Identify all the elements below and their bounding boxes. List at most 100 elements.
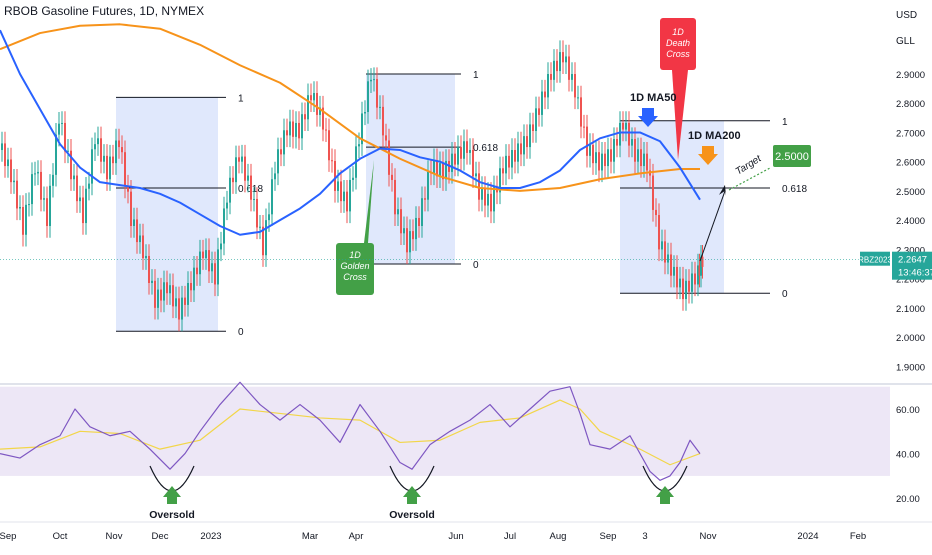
candle-body	[94, 144, 96, 150]
candle-body	[16, 180, 18, 209]
candle-body	[73, 175, 75, 180]
candle-body	[619, 122, 621, 146]
candle-body	[367, 81, 369, 112]
price-tag-countdown: 13:46:37	[898, 268, 932, 279]
candle-body	[217, 249, 219, 285]
candle-body	[532, 124, 534, 131]
candle-body	[148, 255, 150, 283]
candle-body	[97, 138, 99, 145]
candle-body	[127, 186, 129, 192]
candle-body	[46, 198, 48, 226]
candle-body	[595, 152, 597, 164]
candle-body	[598, 152, 600, 171]
candle-body	[406, 228, 408, 253]
candle-body	[31, 174, 33, 205]
candle-body	[391, 174, 393, 180]
candle-body	[487, 193, 489, 206]
candle-body	[241, 156, 243, 162]
candle-body	[160, 289, 162, 301]
candle-body	[235, 157, 237, 183]
candle-body	[697, 265, 699, 285]
candle-body	[382, 106, 384, 136]
candle-body	[589, 144, 591, 156]
candle-body	[694, 273, 696, 285]
price-tick-label: 2.8000	[896, 99, 925, 110]
candle-body	[295, 122, 297, 137]
candle-body	[698, 265, 701, 276]
projection-arrowhead	[719, 184, 726, 196]
candle-body	[178, 298, 180, 320]
candle-body	[493, 187, 495, 212]
candle-body	[655, 209, 657, 216]
candle-body	[631, 139, 633, 146]
candle-body	[22, 206, 24, 235]
time-tick-label: Feb	[850, 531, 866, 542]
candle-body	[571, 74, 573, 80]
fib-level-label: 0	[238, 327, 244, 338]
candle-body	[301, 114, 303, 139]
price-tick-label: 2.3000	[896, 245, 925, 256]
currency-button[interactable]: USD	[896, 10, 918, 21]
candle-body	[172, 285, 174, 307]
candle-body	[601, 153, 603, 171]
time-tick-label: Aug	[550, 531, 567, 542]
candle-body	[547, 74, 549, 98]
candle-body	[139, 235, 141, 243]
rsi-tick-label: 20.00	[896, 494, 920, 505]
candle-body	[535, 108, 537, 131]
candle-body	[526, 136, 528, 148]
candle-body	[358, 144, 360, 147]
candle-body	[133, 219, 135, 226]
candle-body	[481, 187, 483, 200]
death-cross-text: Cross	[666, 49, 690, 59]
time-tick-label: Jul	[504, 531, 516, 542]
price-tag	[892, 251, 932, 280]
candle-body	[676, 266, 678, 288]
candle-body	[397, 209, 399, 215]
candle-body	[37, 171, 39, 174]
ma50-arrow	[638, 108, 658, 127]
unit-button[interactable]: GLL	[896, 36, 915, 47]
candle-body	[469, 149, 471, 153]
candle-body	[76, 175, 78, 202]
candle-body	[559, 52, 561, 72]
candle-body	[196, 267, 198, 275]
fib-level-label: 0	[782, 289, 788, 300]
price-tag-value: 2.2647	[898, 255, 927, 266]
candle-body	[421, 198, 423, 226]
candle-body	[451, 153, 453, 172]
candle-body	[667, 254, 669, 263]
candle-body	[7, 159, 9, 167]
candle-body	[484, 187, 486, 206]
candle-body	[277, 149, 279, 174]
candle-body	[82, 197, 84, 224]
candle-body	[541, 91, 543, 115]
candle-body	[322, 107, 324, 130]
candle-body	[370, 79, 372, 82]
candle-body	[28, 204, 30, 206]
price-tick-label: 2.6000	[896, 158, 925, 169]
candle-body	[478, 173, 480, 200]
symbol-tag-text: RBZ2023	[858, 256, 892, 265]
candle-body	[685, 280, 687, 300]
time-tick-label: 2023	[200, 531, 221, 542]
candle-body	[568, 56, 570, 80]
time-tick-label: Dec	[152, 531, 169, 542]
candle-body	[523, 136, 525, 155]
candle-body	[505, 155, 507, 174]
candle-body	[445, 160, 447, 180]
candle-body	[346, 191, 348, 212]
candle-body	[463, 141, 465, 159]
ma50-line	[0, 29, 701, 236]
candle-body	[220, 243, 222, 250]
candle-body	[307, 95, 309, 120]
candle-body	[679, 278, 681, 288]
candle-body	[244, 156, 246, 181]
candle-body	[1, 143, 3, 150]
candle-body	[238, 157, 240, 162]
candle-body	[553, 60, 555, 80]
candle-body	[154, 280, 156, 308]
candle-body	[175, 298, 177, 307]
candle-body	[670, 254, 672, 276]
candle-body	[10, 159, 12, 183]
